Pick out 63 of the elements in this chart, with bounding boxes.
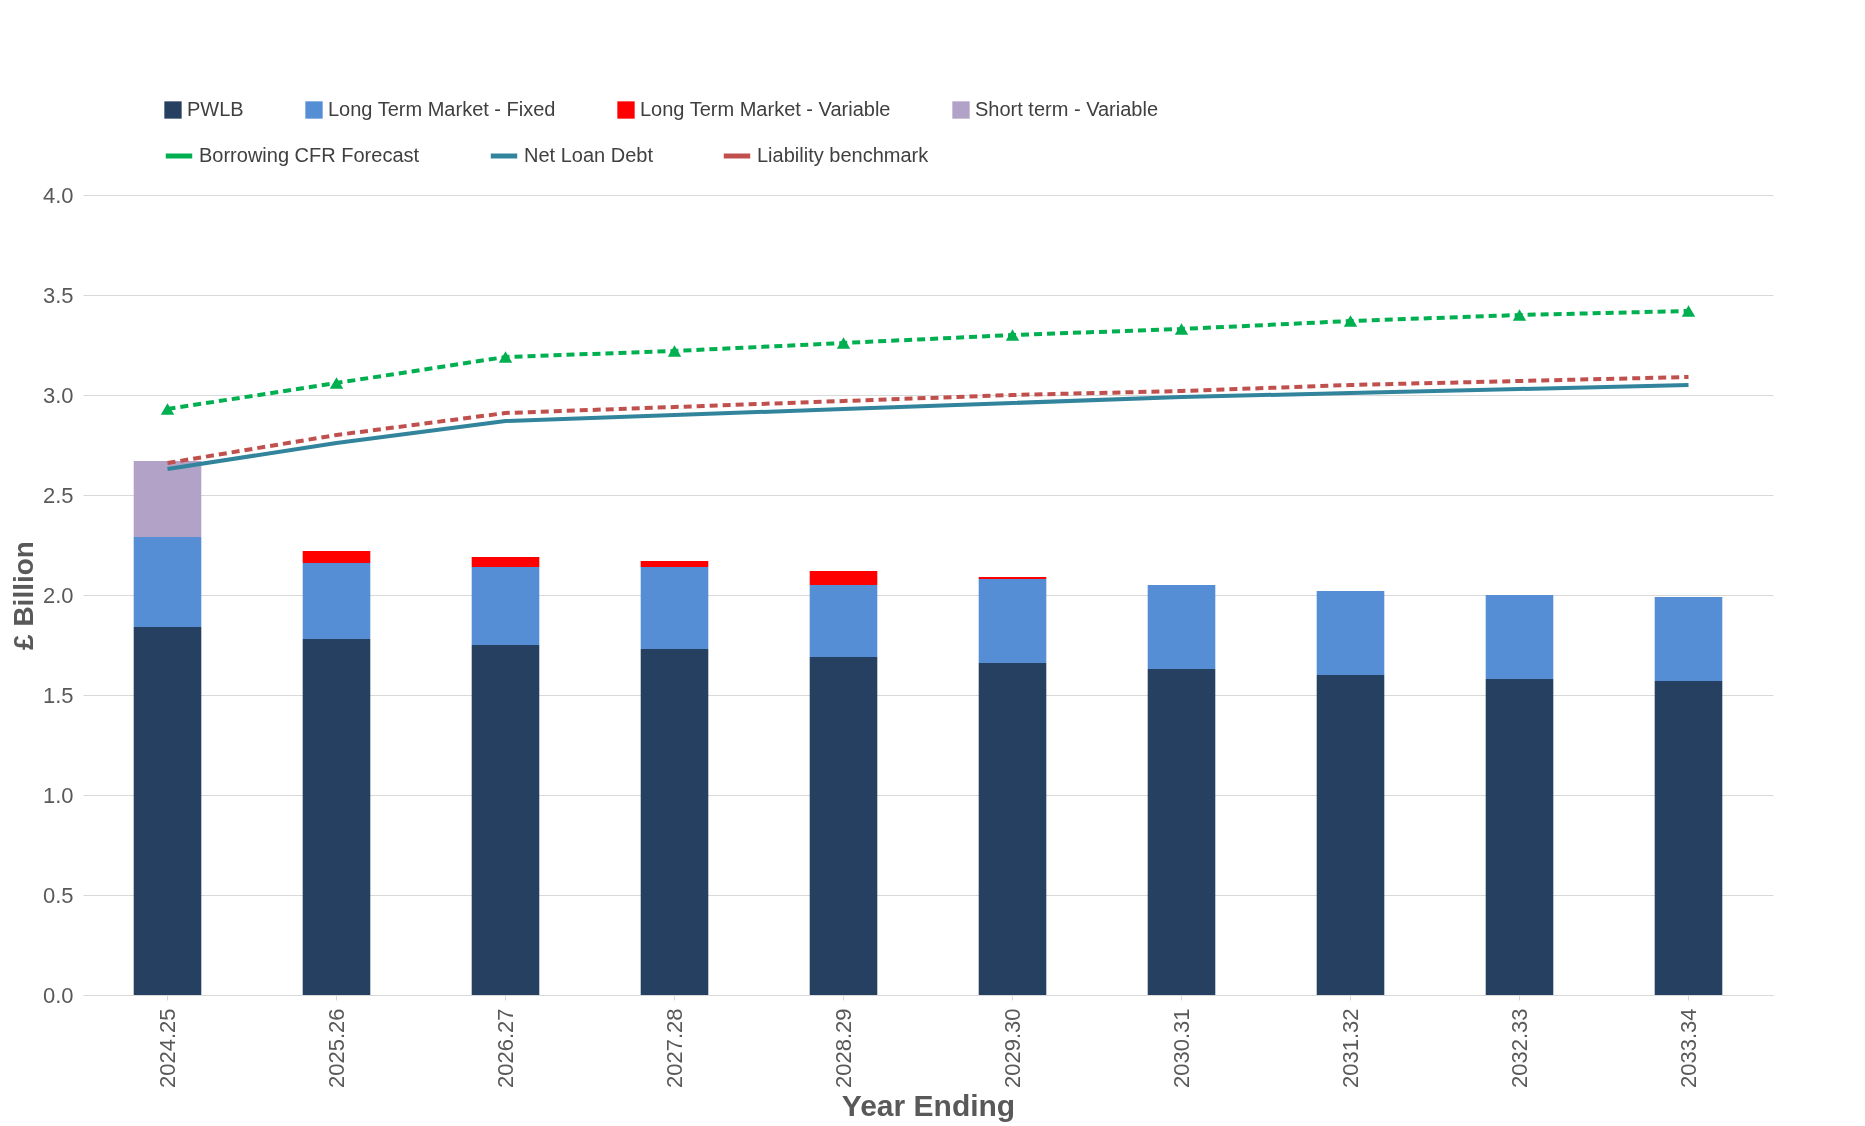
- x-tick-label: 2024.25: [154, 1008, 180, 1089]
- legend-label: Net Loan Debt: [524, 144, 654, 166]
- legend-label: Borrowing CFR Forecast: [199, 144, 420, 166]
- point: [1512, 309, 1527, 321]
- y-tick-label: 1.0: [42, 782, 74, 808]
- bar: [471, 567, 540, 645]
- bar: [809, 657, 878, 995]
- bar: [471, 557, 540, 567]
- x-tick-label: 2028.29: [830, 1008, 856, 1089]
- bar: [471, 645, 540, 995]
- x-tick-label: 2029.30: [999, 1008, 1025, 1089]
- bar: [133, 461, 202, 537]
- legend-label: Short term - Variable: [975, 98, 1159, 120]
- x-tick-label: 2027.28: [661, 1008, 687, 1089]
- legend-label: Long Term Market - Fixed: [328, 98, 556, 120]
- x-tick-label: 2031.32: [1337, 1008, 1363, 1089]
- y-tick-label: 0.0: [42, 982, 74, 1008]
- y-tick-label: 3.0: [42, 382, 74, 408]
- y-tick-label: 2.0: [42, 582, 74, 608]
- bar: [809, 571, 878, 585]
- x-tick-label: 2032.33: [1506, 1008, 1532, 1089]
- legend-label: Long Term Market - Variable: [640, 98, 891, 120]
- x-tick-label: 2025.26: [323, 1008, 349, 1089]
- legend-label: Liability benchmark: [757, 144, 930, 166]
- y-tick-label: 0.5: [42, 882, 74, 908]
- y-axis-title: £ Billion: [7, 541, 39, 650]
- point: [1174, 323, 1189, 335]
- x-tick-label: 2030.31: [1168, 1008, 1194, 1089]
- point: [836, 337, 851, 349]
- bar: [1654, 681, 1723, 995]
- bar: [978, 663, 1047, 995]
- x-axis-title: Year Ending: [841, 1089, 1016, 1123]
- bar: [1654, 597, 1723, 681]
- point: [160, 403, 175, 415]
- bar: [302, 551, 371, 563]
- y-tick-label: 1.5: [42, 682, 74, 708]
- point: [1005, 329, 1020, 341]
- bar: [978, 579, 1047, 663]
- legend-label: PWLB: [187, 98, 244, 120]
- bar: [1316, 675, 1385, 995]
- point: [1343, 315, 1358, 327]
- bar: [1147, 669, 1216, 995]
- bar: [809, 585, 878, 657]
- bar: [1316, 591, 1385, 675]
- bar: [640, 649, 709, 995]
- bar: [640, 561, 709, 567]
- y-tick-label: 4.0: [42, 182, 74, 208]
- bar: [1485, 595, 1554, 679]
- point: [498, 351, 513, 363]
- bar: [133, 627, 202, 995]
- bar: [133, 537, 202, 627]
- x-tick-label: 2026.27: [492, 1008, 518, 1089]
- bar: [1485, 679, 1554, 995]
- y-tick-label: 3.5: [42, 282, 74, 308]
- bar: [640, 567, 709, 649]
- point: [1681, 305, 1696, 317]
- bar: [302, 639, 371, 995]
- point: [667, 345, 682, 357]
- x-tick-label: 2033.34: [1675, 1008, 1701, 1089]
- bar: [302, 563, 371, 639]
- y-tick-label: 2.5: [42, 482, 74, 508]
- bar: [1147, 585, 1216, 669]
- point: [329, 377, 344, 389]
